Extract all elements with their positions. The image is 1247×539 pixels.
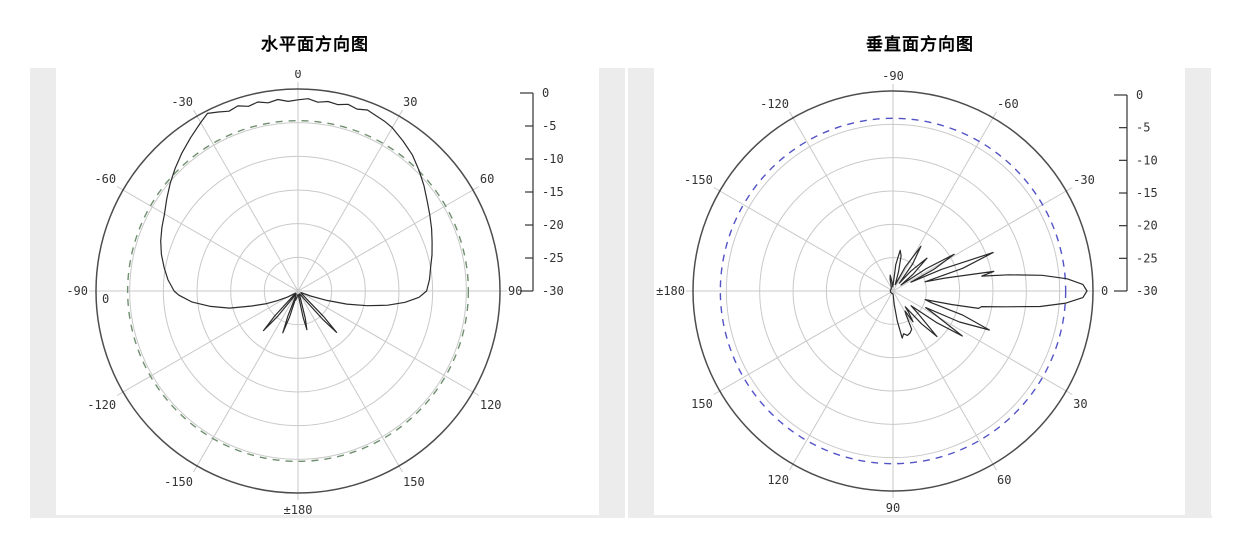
angle-label: -90 bbox=[66, 284, 88, 298]
db-scale-label: -25 bbox=[1136, 251, 1158, 265]
angle-label: 30 bbox=[403, 95, 417, 109]
angle-label: 120 bbox=[767, 473, 789, 487]
db-scale-label: -30 bbox=[542, 284, 564, 298]
horizontal-pattern-title: 水平面方向图 bbox=[261, 35, 369, 55]
db-scale-label: -10 bbox=[1136, 153, 1158, 167]
angle-label: -30 bbox=[1073, 173, 1095, 187]
grid-spoke bbox=[193, 109, 403, 473]
cell-border-bottom-1 bbox=[30, 515, 625, 518]
db-scale-label: -15 bbox=[1136, 186, 1158, 200]
outer-circle bbox=[95, 88, 501, 494]
angle-label: 30 bbox=[1073, 397, 1087, 411]
db-scale-label: 0 bbox=[542, 86, 549, 100]
cell-border-left-2 bbox=[628, 68, 654, 516]
reference-circle bbox=[126, 119, 470, 463]
angle-label: ±180 bbox=[284, 503, 313, 517]
db-scale-label: -5 bbox=[542, 119, 556, 133]
angle-label: 120 bbox=[480, 398, 502, 412]
cell-border-right-1 bbox=[599, 68, 625, 516]
angle-label: ±180 bbox=[656, 284, 685, 298]
angle-label: 90 bbox=[508, 284, 522, 298]
db-scale-label: 0 bbox=[1136, 88, 1143, 102]
angle-label: -120 bbox=[87, 398, 116, 412]
angle-label: -150 bbox=[684, 173, 713, 187]
angle-label: 0 bbox=[1101, 284, 1108, 298]
db-scale-label: -25 bbox=[542, 251, 564, 265]
cell-border-right-2 bbox=[1185, 68, 1211, 516]
db-scale-label: -15 bbox=[542, 185, 564, 199]
angle-label: 0 bbox=[294, 70, 301, 81]
db-scale-label: -20 bbox=[542, 218, 564, 232]
db-scale-label: -30 bbox=[1136, 284, 1158, 298]
angle-label: 150 bbox=[691, 397, 713, 411]
db-scale-label: -20 bbox=[1136, 219, 1158, 233]
radial-zero-label: 0 bbox=[102, 292, 109, 306]
db-scale-label: -5 bbox=[1136, 121, 1150, 135]
cell-border-bottom-2 bbox=[628, 515, 1212, 518]
angle-label: 90 bbox=[886, 501, 900, 515]
grid-spoke bbox=[713, 187, 1073, 395]
cell-border-left-1 bbox=[30, 68, 56, 516]
db-scale: 0 -5 -10 -15 -20 -25 -30 bbox=[520, 86, 564, 298]
radiation-pattern-trace bbox=[160, 98, 433, 334]
vertical-pattern-chart: -90 -60 -30 0 30 60 90 120 150 ±180 -150 -120 0 -5 -10… bbox=[656, 70, 1158, 515]
horizontal-pattern-chart: 0 30 60 90 120 150 ±180 -150 -120 -90 -60 -30 0 0 -5 -1… bbox=[66, 70, 564, 517]
angle-label: 60 bbox=[997, 473, 1011, 487]
angle-label: -30 bbox=[171, 95, 193, 109]
angle-label: 150 bbox=[403, 475, 425, 489]
angle-label: -150 bbox=[164, 475, 193, 489]
angle-label: -60 bbox=[94, 172, 116, 186]
db-scale: 0 -5 -10 -15 -20 -25 -30 bbox=[1114, 88, 1158, 298]
db-scale-label: -10 bbox=[542, 152, 564, 166]
reference-circle bbox=[719, 117, 1067, 465]
vertical-pattern-title: 垂直面方向图 bbox=[866, 35, 974, 55]
outer-circle bbox=[692, 90, 1094, 492]
radiation-pattern-trace bbox=[889, 245, 1088, 339]
angle-label: -60 bbox=[997, 97, 1019, 111]
angle-label: 60 bbox=[480, 172, 494, 186]
angle-label: -90 bbox=[882, 70, 904, 83]
angle-label: -120 bbox=[760, 97, 789, 111]
